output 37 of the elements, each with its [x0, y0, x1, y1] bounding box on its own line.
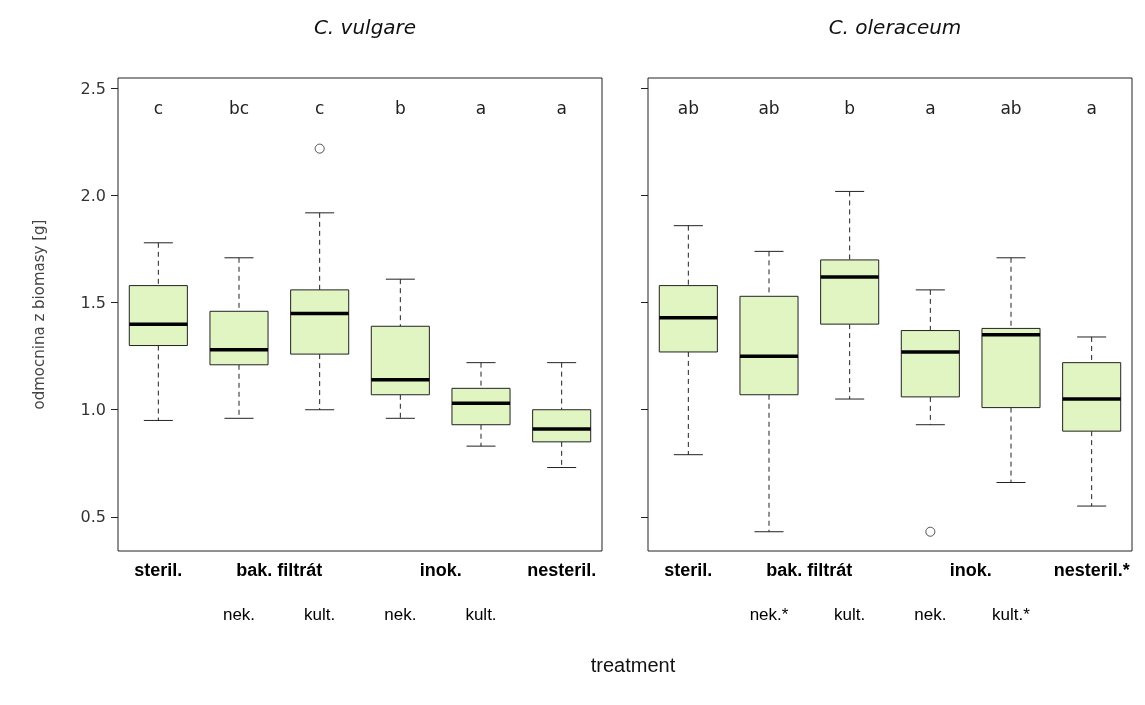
annotation: ab	[677, 98, 699, 118]
x-axis-title: treatment	[590, 654, 676, 677]
x-tick-label: nek.	[914, 604, 947, 624]
y-tick-label: 2.0	[80, 186, 106, 206]
annotation: bc	[228, 98, 250, 118]
x-tick-label: nek.	[384, 604, 417, 624]
x-tick-label: kult.	[304, 604, 336, 624]
x-tick-label: kult.*	[992, 604, 1031, 624]
y-tick-label: 0.5	[80, 507, 106, 527]
y-tick-label: 2.5	[80, 79, 106, 99]
x-tick-label: nesteril.*	[1053, 560, 1130, 580]
annotation: a	[925, 98, 936, 118]
x-tick-label: nek.*	[749, 604, 789, 624]
chart-title: C. vulgare	[313, 15, 417, 39]
annotation: c	[314, 98, 325, 118]
y-axis-title: odmocnina z biomasy [g]	[29, 219, 48, 410]
text: bak. filtrát	[766, 560, 853, 580]
annotation: b	[394, 98, 406, 118]
text: inok.	[949, 560, 992, 580]
text: inok.	[419, 560, 462, 580]
x-tick-label: kult.	[834, 604, 866, 624]
text: bak. filtrát	[236, 560, 323, 580]
x-tick-label: kult.	[465, 604, 497, 624]
annotation: b	[844, 98, 856, 118]
x-tick-label: steril.	[134, 560, 183, 580]
y-tick-label: 1.0	[80, 400, 106, 420]
annotation: a	[475, 98, 487, 118]
y-tick-label: 1.5	[80, 293, 106, 313]
annotation: c	[153, 98, 164, 118]
chart-title: C. oleraceum	[828, 15, 962, 39]
annotation: a	[1086, 98, 1097, 118]
x-tick-label: nek.	[222, 604, 256, 624]
annotation: ab	[758, 98, 780, 118]
x-tick-label: nesteril.	[527, 560, 597, 580]
annotation: a	[556, 98, 567, 118]
x-tick-label: steril.	[664, 560, 713, 580]
annotation: ab	[1000, 98, 1022, 118]
